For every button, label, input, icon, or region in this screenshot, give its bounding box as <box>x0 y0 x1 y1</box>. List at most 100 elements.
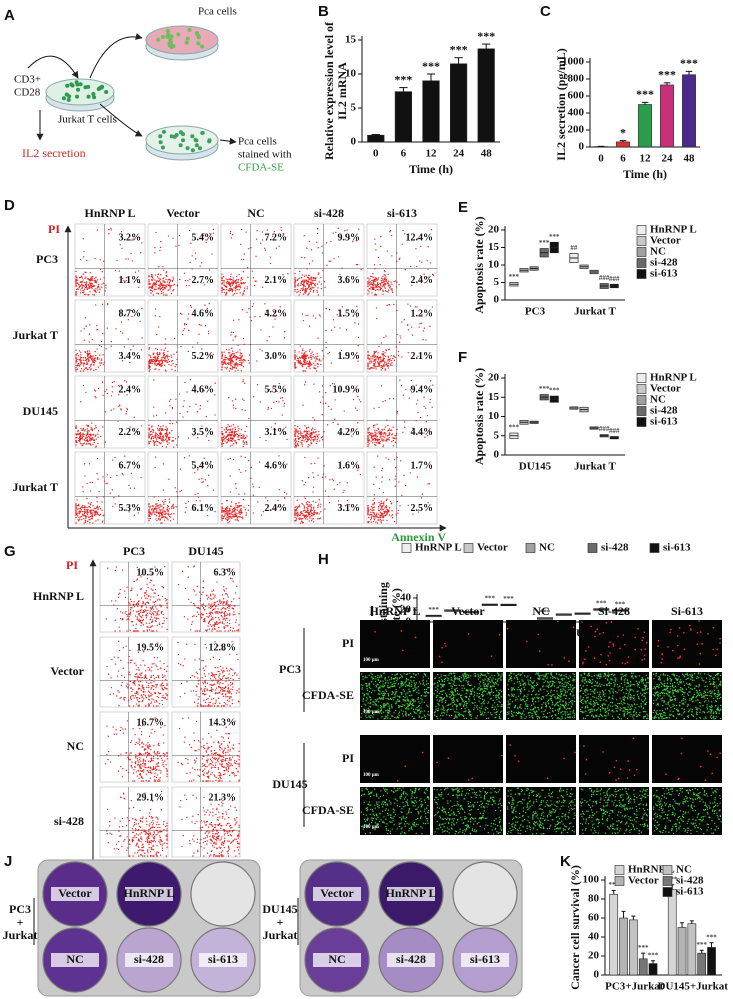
annotation: *** <box>539 385 550 393</box>
percent: 4.6% <box>192 384 215 395</box>
axis-label: PI <box>48 222 60 236</box>
percent: 2.5% <box>411 503 434 514</box>
bar <box>638 104 652 148</box>
flow-plot <box>366 375 438 449</box>
cells <box>156 27 205 50</box>
plate-label: + <box>277 915 284 929</box>
group-label: PC3 <box>279 662 301 676</box>
x-tick-label: DU145+Jurkat <box>658 981 729 993</box>
arrow <box>219 137 237 145</box>
percent: 3.1% <box>265 427 288 438</box>
panel-label: D <box>4 197 15 214</box>
well-label-bg <box>387 953 435 967</box>
events <box>367 229 435 296</box>
legend-label: si-428 <box>601 542 629 554</box>
annotation: *** <box>696 941 707 949</box>
events <box>105 790 168 857</box>
events <box>221 455 288 524</box>
column-header: NC <box>247 206 264 220</box>
fluorescence <box>581 621 648 666</box>
percent: 4.6% <box>192 308 215 319</box>
label: Jurkat T cells <box>58 114 117 126</box>
well-label: NC <box>66 952 83 966</box>
legend-label: si-428 <box>650 405 678 417</box>
axis-label: PI <box>66 558 78 572</box>
events <box>75 227 143 296</box>
percent: 4.2% <box>265 308 288 319</box>
percent: 12.8% <box>209 642 237 653</box>
fluorescence <box>506 620 575 666</box>
flow-plot <box>171 636 241 708</box>
fluorescence <box>433 787 503 835</box>
x-tick-label: PC3 <box>525 306 546 318</box>
column-header: HnRNP L <box>369 604 420 618</box>
legend-label: Vector <box>477 542 508 554</box>
legend-label: HnRNP L <box>415 542 462 554</box>
micrograph <box>360 735 430 783</box>
events <box>148 303 214 372</box>
bar <box>638 958 648 976</box>
group-label: DU145 <box>272 777 307 791</box>
annotation: *** <box>428 606 439 614</box>
bar <box>422 80 440 143</box>
annotation: *** <box>450 42 468 56</box>
row-label: PI <box>342 751 354 765</box>
micrograph <box>506 735 576 783</box>
percent: 9.4% <box>411 384 434 395</box>
y-tick-label: 5 <box>351 102 357 114</box>
annotation: ## <box>570 244 578 252</box>
bar <box>677 927 687 976</box>
fluorescence <box>433 672 503 720</box>
legend-label: si-613 <box>663 542 691 554</box>
bar <box>367 134 385 143</box>
legend-label: si-613 <box>650 416 678 428</box>
percent: 5.5% <box>265 384 288 395</box>
plate-label: Jurkat <box>3 928 38 942</box>
bar <box>394 91 412 143</box>
flow-plot <box>99 636 169 708</box>
label: CD3+ <box>14 74 41 86</box>
legend-swatch <box>636 225 647 235</box>
row-label: DU145 <box>23 404 58 418</box>
legend-label: Vector <box>650 235 681 247</box>
percent: 3.4% <box>119 351 142 362</box>
y-tick-label: 0 <box>494 449 500 461</box>
percent: 3.2% <box>119 232 142 243</box>
annotation: *** <box>549 387 560 395</box>
panel-label: C <box>540 3 551 20</box>
legend-swatch <box>636 373 647 383</box>
legend-label: si-613 <box>650 268 678 280</box>
scale-bar: 100 μm <box>363 825 380 830</box>
row-label: CFDA-SE <box>302 803 354 817</box>
y-tick-label: 100 <box>583 874 600 886</box>
panel-label: K <box>560 853 571 870</box>
row-label: HnRNP L <box>33 589 84 603</box>
well-label: HnRNP L <box>123 886 174 900</box>
plate-label: DU145 <box>262 902 297 916</box>
annotation: *** <box>667 875 678 883</box>
annotation: *** <box>540 608 551 616</box>
annotation: *** <box>422 59 440 73</box>
annotation: *** <box>503 595 514 603</box>
legend-swatch <box>636 384 647 394</box>
events <box>148 379 216 448</box>
legend-label: NC <box>650 246 666 258</box>
y-tick-label: 5 <box>494 429 500 441</box>
y-tick-label: 5 <box>494 276 500 288</box>
arrow <box>27 55 79 79</box>
panel-label: I <box>370 603 374 620</box>
percent: 21.3% <box>209 792 237 803</box>
column-header: Vector <box>451 604 485 618</box>
y-tick-label: 0 <box>351 136 357 148</box>
events <box>221 226 289 296</box>
events <box>148 228 215 296</box>
micrograph <box>433 735 503 783</box>
column-header: si-613 <box>387 206 417 220</box>
column-header: Si-428 <box>598 604 630 618</box>
x-tick-label: 48 <box>684 153 696 165</box>
y-tick-label: 400 <box>568 107 585 119</box>
label: Pca cells <box>198 6 237 18</box>
percent: 6.3% <box>214 567 237 578</box>
well-label: si-613 <box>470 952 500 966</box>
bar <box>477 48 495 143</box>
